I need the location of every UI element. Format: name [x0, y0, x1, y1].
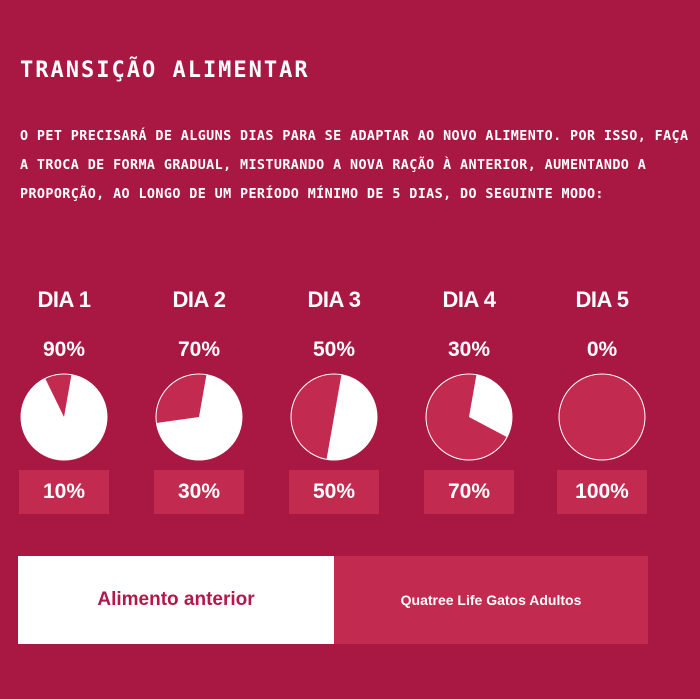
legend: Alimento anterior Quatree Life Gatos Adu… [18, 556, 648, 644]
pie-chart-day-4 [425, 373, 513, 461]
old-food-percent: 70% [177, 338, 221, 361]
new-food-percent: 10% [19, 470, 109, 514]
intro-text: O PET PRECISARÁ DE ALGUNS DIAS PARA SE A… [20, 129, 689, 202]
day-label: DIA 1 [37, 287, 91, 312]
pie-slice-old-food [156, 374, 242, 460]
new-food-percent: 100% [557, 470, 647, 514]
pie-slice-old-food [20, 374, 108, 460]
new-food-percent: 70% [424, 470, 514, 514]
old-food-percent: 50% [312, 338, 356, 361]
pie-chart-day-5 [558, 373, 646, 461]
pie-slice-old-food [326, 374, 377, 460]
old-food-percent: 90% [42, 338, 86, 361]
day-charts: DIA 1 90% 10% DIA 2 70% 30% DIA 3 50% 50… [0, 285, 700, 520]
day-label: DIA 4 [442, 287, 496, 312]
day-label: DIA 3 [307, 287, 361, 312]
new-food-percent: 30% [154, 470, 244, 514]
pie-chart-day-3 [290, 373, 378, 461]
pie-chart-day-2 [155, 373, 243, 461]
old-food-percent: 30% [447, 338, 491, 361]
legend-old-food: Alimento anterior [18, 556, 334, 644]
new-food-percent: 50% [289, 470, 379, 514]
pie-slice-new-food [558, 373, 646, 461]
pie-chart-day-1 [20, 373, 108, 461]
old-food-percent: 0% [586, 338, 618, 361]
pie-slice-old-food [469, 374, 512, 438]
day-label: DIA 2 [172, 287, 226, 312]
legend-new-food: Quatree Life Gatos Adultos [334, 556, 648, 644]
day-label: DIA 5 [575, 287, 629, 312]
page-title: TRANSIÇÃO ALIMENTAR [20, 58, 310, 83]
